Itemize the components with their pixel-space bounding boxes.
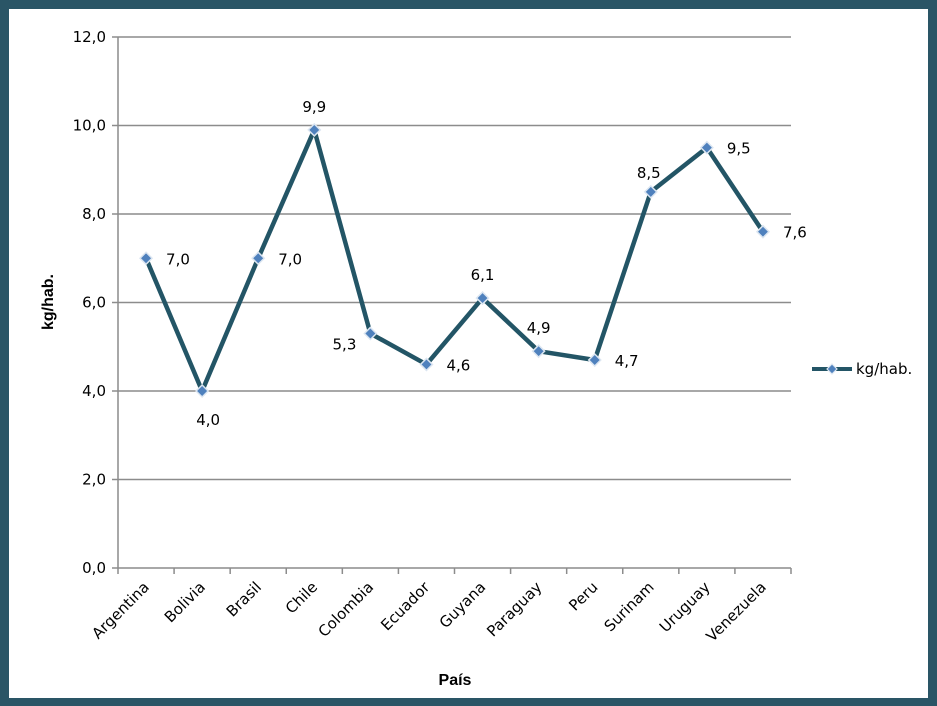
y-tick-label: 6,0 [82, 294, 106, 312]
x-tick-label: Venezuela [703, 578, 770, 645]
data-point [251, 251, 266, 266]
data-point [307, 122, 322, 137]
data-label: 4,9 [527, 319, 551, 337]
data-point [643, 184, 658, 199]
legend-label: kg/hab. [856, 360, 912, 378]
x-tick-label: Argentina [88, 578, 152, 642]
data-label: 7,0 [166, 250, 190, 268]
data-label: 9,9 [302, 98, 326, 116]
x-tick-label: Chile [282, 578, 321, 617]
x-tick-label: Surinam [601, 578, 658, 635]
data-point [195, 383, 210, 399]
y-tick-label: 4,0 [82, 382, 106, 400]
y-tick-label: 12,0 [73, 28, 106, 46]
data-label: 7,6 [783, 224, 807, 242]
data-labels: 7,0 4,0 7,0 9,9 5,3 4,6 6,1 4,9 4,7 8,5 9,5 7,6 [166, 98, 807, 429]
data-point [531, 344, 546, 359]
y-tick-label: 10,0 [73, 117, 106, 135]
data-point [699, 140, 714, 155]
grid-lines [118, 36, 791, 569]
data-point [475, 291, 490, 306]
legend-marker [826, 363, 838, 375]
y-tick-label: 8,0 [82, 205, 106, 223]
legend: kg/hab. [812, 360, 912, 378]
data-label: 8,5 [637, 164, 661, 182]
x-tick-label: Paraguay [483, 578, 545, 640]
data-label: 7,0 [278, 250, 302, 268]
x-tick-label: Bolivia [161, 578, 209, 626]
data-point [419, 357, 434, 372]
x-tick-label: Brasil [223, 578, 265, 620]
x-tick-label: Guyana [436, 578, 490, 632]
x-tick-label: Ecuador [377, 578, 434, 635]
x-tick-label: Peru [565, 578, 601, 614]
data-point [363, 326, 378, 341]
data-label: 4,0 [196, 411, 220, 429]
data-point [138, 251, 154, 266]
x-tick-label: Uruguay [656, 578, 714, 636]
y-tick-label: 0,0 [82, 559, 106, 577]
y-tick-label: 2,0 [82, 471, 106, 489]
data-point [587, 352, 602, 368]
y-axis-title: kg/hab. [40, 274, 57, 330]
data-label: 4,7 [615, 352, 639, 370]
series-kg-hab [138, 122, 771, 399]
data-label: 5,3 [333, 335, 357, 353]
series-line [143, 127, 765, 394]
data-label: 9,5 [727, 140, 751, 158]
data-point [755, 224, 771, 239]
x-axis-title: País [439, 672, 472, 689]
x-tick-label: Colombia [315, 578, 378, 641]
data-label: 4,6 [446, 356, 470, 374]
y-axis: 0,0 2,0 4,0 6,0 8,0 10,0 12,0 [73, 28, 119, 577]
data-label: 6,1 [471, 266, 495, 284]
